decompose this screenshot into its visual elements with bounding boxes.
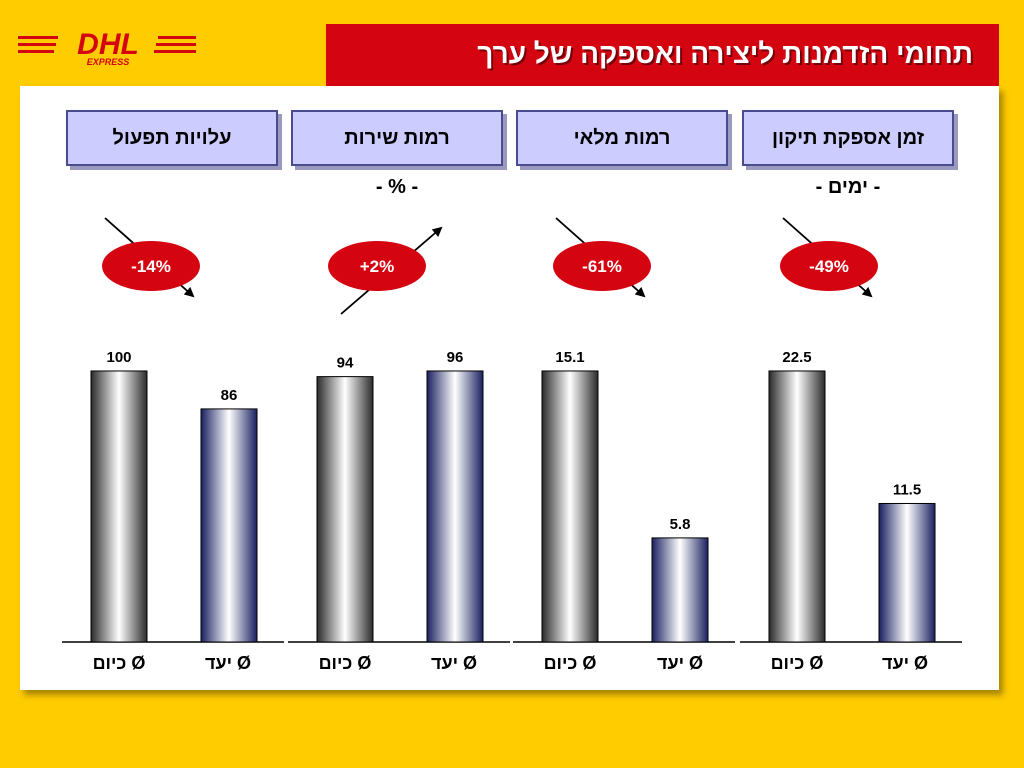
change-label: -61% (582, 257, 622, 276)
chart-panel (20, 86, 999, 690)
dhl-logo: DHL EXPRESS (18, 28, 196, 67)
data-label: 100 (106, 349, 131, 366)
unit-percent: - % - (375, 176, 419, 198)
data-label: 11.5 (893, 481, 921, 498)
change-label: -49% (809, 257, 849, 276)
bar (768, 370, 826, 643)
data-label: 15.1 (555, 349, 584, 366)
change-badge (780, 241, 878, 291)
category-label: Ø יעד (430, 653, 478, 673)
data-label: 86 (221, 387, 238, 404)
header-service-levels: רמות שירות (291, 110, 503, 166)
bar (200, 408, 258, 643)
data-label: 22.5 (782, 349, 811, 366)
bar (90, 370, 148, 643)
bar (541, 370, 599, 643)
category-label: Ø כיום (770, 653, 824, 673)
change-badge (553, 241, 651, 291)
data-label: 96 (447, 349, 464, 366)
change-badge (102, 241, 200, 291)
svg-text:EXPRESS: EXPRESS (87, 57, 130, 67)
svg-text:DHL: DHL (77, 28, 139, 61)
bar (878, 502, 936, 643)
category-label: Ø יעד (656, 653, 704, 673)
category-label: Ø כיום (543, 653, 597, 673)
change-label: +2% (360, 257, 395, 276)
bar (316, 376, 374, 643)
category-label: Ø יעד (881, 653, 929, 673)
header-operating-costs: עלויות תפעול (66, 110, 278, 166)
change-badge (328, 241, 426, 291)
category-label: Ø כיום (92, 653, 146, 673)
category-label: Ø כיום (318, 653, 372, 673)
unit-days: - ימים - (815, 176, 881, 198)
bar (426, 370, 484, 643)
header-inventory-levels: רמות מלאי (516, 110, 728, 166)
data-label: 5.8 (670, 516, 691, 533)
category-label: Ø יעד (204, 653, 252, 673)
header-repair-lead-time: זמן אספקת תיקון (742, 110, 954, 166)
change-label: -14% (131, 257, 171, 276)
bar (651, 537, 709, 643)
page-title: תחומי הזדמנות ליצירה ואספקה של ערך (326, 24, 999, 86)
data-label: 94 (337, 355, 354, 372)
